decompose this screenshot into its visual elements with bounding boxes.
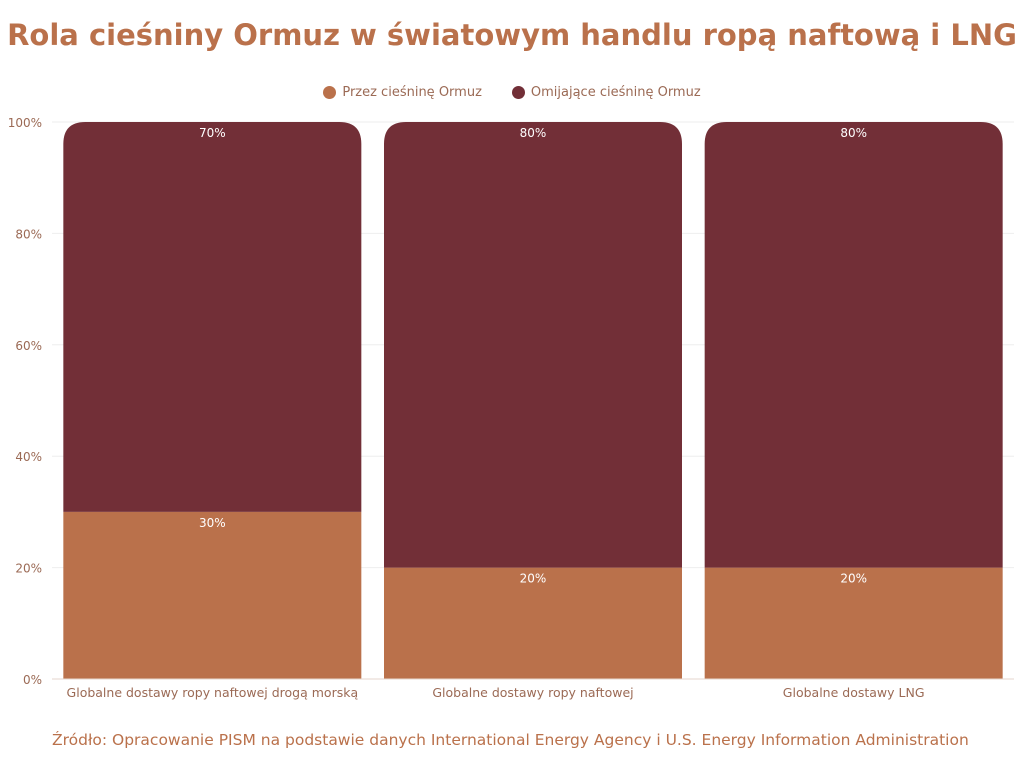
data-label: 80% xyxy=(520,126,547,140)
legend-item-through-hormuz[interactable]: Przez cieśninę Ormuz xyxy=(323,85,482,100)
data-label: 30% xyxy=(199,516,226,530)
x-tick-label: Globalne dostawy ropy naftowej drogą mor… xyxy=(67,685,359,700)
legend-dot-icon xyxy=(323,86,337,99)
source-note: Źródło: Opracowanie PISM na podstawie da… xyxy=(52,731,969,749)
data-label: 20% xyxy=(520,572,547,586)
y-tick-label: 40% xyxy=(15,450,42,464)
legend-dot-icon xyxy=(511,86,525,99)
y-tick-label: 60% xyxy=(15,339,42,353)
bar-segment xyxy=(63,122,362,512)
chart-title: Rola cieśniny Ormuz w światowym handlu r… xyxy=(7,18,1017,52)
legend-label: Omijające cieśninę Ormuz xyxy=(530,85,701,100)
bar-segment xyxy=(704,567,1003,679)
y-tick-label: 80% xyxy=(15,227,42,241)
x-tick-label: Globalne dostawy ropy naftowej xyxy=(432,685,633,700)
y-tick-label: 20% xyxy=(15,562,42,576)
bar-segment xyxy=(384,567,682,679)
legend-item-bypassing-hormuz[interactable]: Omijające cieśninę Ormuz xyxy=(511,85,701,100)
data-label: 20% xyxy=(840,572,867,586)
y-tick-label: 100% xyxy=(8,116,42,130)
bar-segment xyxy=(384,122,682,568)
x-tick-label: Globalne dostawy LNG xyxy=(783,685,925,700)
legend-label: Przez cieśninę Ormuz xyxy=(342,85,482,100)
data-label: 70% xyxy=(199,126,226,140)
legend: Przez cieśninę Ormuz Omijające cieśninę … xyxy=(0,85,1024,100)
bar-segment xyxy=(63,511,362,679)
bar-segment xyxy=(704,122,1003,568)
data-label: 80% xyxy=(840,126,867,140)
y-tick-label: 0% xyxy=(23,673,42,687)
